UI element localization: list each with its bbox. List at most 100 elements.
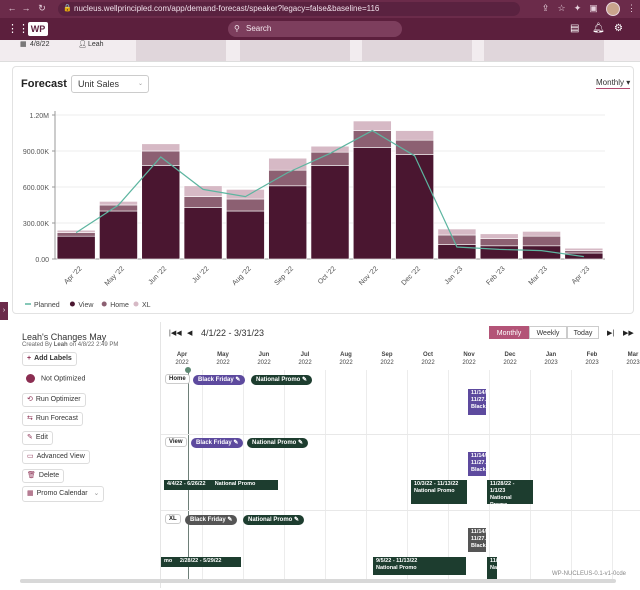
pencil-icon[interactable]: ✎ — [298, 440, 304, 446]
run-forecast-label: Run Forecast — [35, 415, 78, 422]
status-label: Not Optimized — [41, 375, 86, 383]
promo-pill-national-promo[interactable]: National Promo ✎ — [243, 515, 305, 525]
pill-label: National Promo — [248, 517, 293, 523]
row-divider — [161, 434, 640, 435]
tab-weekly[interactable]: Weekly — [529, 326, 567, 339]
tab-monthly[interactable]: Monthly — [489, 326, 529, 339]
promo-pill-black-friday[interactable]: Black Friday ✎ — [191, 438, 244, 448]
search-input[interactable]: ⚲ Search — [228, 21, 402, 37]
bar-view — [141, 165, 181, 260]
url-bar[interactable]: 🔒 nucleus.wellprincipled.com/app/demand-… — [58, 2, 520, 16]
month-gridline — [612, 370, 613, 580]
y-tick-label: 0.00 — [35, 257, 49, 264]
bar-name: National Promo — [414, 488, 455, 494]
x-tick-label: Aug '22 — [231, 265, 253, 287]
bar-view — [395, 154, 434, 260]
profile-avatar[interactable] — [606, 2, 620, 16]
run-forecast-icon: ⇆ — [27, 415, 33, 422]
settings-gear-icon[interactable]: ⚙ — [614, 23, 623, 34]
pencil-icon[interactable]: ✎ — [235, 377, 241, 383]
legend-label: Planned — [34, 302, 60, 309]
x-tick-label: Nov '22 — [358, 265, 380, 287]
sidebar-icon[interactable]: ▣ — [589, 3, 598, 13]
back-arrow-icon[interactable]: ← — [7, 3, 17, 13]
chevron-down-icon: ⌄ — [137, 81, 143, 87]
edit-button[interactable]: ✎ Edit — [22, 431, 53, 445]
browser-menu-icon[interactable]: ⋮ — [627, 3, 636, 13]
apps-grid-icon[interactable]: ⋮⋮ — [7, 23, 29, 35]
granularity-dropdown[interactable]: Monthly ▾ — [596, 78, 631, 89]
run-forecast-button[interactable]: ⇆ Run Forecast — [22, 412, 83, 426]
horizontal-scrollbar[interactable] — [20, 579, 616, 583]
reload-icon[interactable]: ↻ — [38, 3, 46, 13]
month-label: Jun 2022 — [249, 351, 279, 367]
metric-select[interactable]: Unit Sales ⌄ — [71, 75, 149, 93]
promo-pill-national-promo[interactable]: National Promo ✎ — [251, 375, 313, 385]
share-icon[interactable]: ⇪ — [541, 3, 550, 13]
legend-label: View — [78, 302, 94, 309]
bar-name: National Promo — [490, 495, 512, 504]
promo-bar-black-friday[interactable]: 11/14/... 11/27... Black... — [468, 452, 486, 476]
month-gridline — [366, 370, 367, 580]
legend-label: Home — [110, 302, 129, 309]
jump-start-icon[interactable]: |◀◀ — [169, 330, 182, 337]
strip-date: 4/8/22 — [30, 41, 50, 48]
row-label-view: View — [165, 437, 187, 447]
notification-bell-icon[interactable]: 🔔︎ — [592, 23, 605, 34]
bar-xl — [395, 130, 434, 141]
promo-bar-national-promo[interactable]: 4/4/22 - 6/26/22 National Promo — [164, 480, 278, 490]
chevron-down-icon: ⌄ — [93, 490, 100, 497]
granularity-value: Monthly — [596, 78, 625, 87]
x-tick-label: Apr '23 — [571, 265, 592, 286]
month-name: Mar — [627, 352, 639, 358]
promo-bar-black-friday[interactable]: 11/14/... 11/27... Black... — [468, 528, 486, 552]
today-marker — [185, 367, 191, 373]
pencil-icon[interactable]: ✎ — [233, 440, 239, 446]
next-icon[interactable]: ▶| — [607, 330, 615, 337]
prev-icon[interactable]: ◀ — [187, 330, 193, 337]
promo-bar-national-promo[interactable]: mo 2/28/22 - 5/29/22 — [161, 557, 241, 567]
tab-today[interactable]: Today — [567, 326, 599, 339]
promo-pill-black-friday[interactable]: Black Friday ✎ — [185, 515, 238, 525]
x-tick-label: Oct '22 — [317, 265, 338, 286]
jump-end-icon[interactable]: ▶▶ — [623, 330, 634, 337]
pencil-icon[interactable]: ✎ — [302, 377, 308, 383]
run-optimizer-button[interactable]: ⟲ Run Optimizer — [22, 393, 86, 407]
add-labels-button[interactable]: + Add Labels — [22, 352, 77, 366]
plan-controls: Leah's Changes May Created By Leah on 4/… — [12, 322, 160, 588]
advanced-view-button[interactable]: ▭ Advanced View — [22, 450, 90, 464]
promo-calendar-button[interactable]: ▦ Promo Calendar ⌄ — [22, 486, 105, 502]
bookmark-star-icon[interactable]: ☆ — [557, 3, 566, 13]
pill-label: Black Friday — [196, 440, 232, 446]
metric-value: Unit Sales — [78, 79, 120, 89]
month-label: Mar 2023 — [618, 351, 640, 367]
logo[interactable]: WP — [28, 22, 48, 36]
promo-bar-national-promo[interactable]: 10/3/22 - 11/13/22 National Promo — [411, 480, 467, 504]
extensions-icon[interactable]: ✦ — [573, 3, 582, 13]
month-name: Oct — [422, 352, 433, 358]
side-panel-toggle[interactable]: › — [0, 302, 8, 320]
promo-pill-black-friday[interactable]: Black Friday ✎ — [193, 375, 246, 385]
advanced-view-label: Advanced View — [36, 453, 85, 460]
promo-bar-black-friday[interactable]: 11/14/... 11/27... Black... — [468, 389, 486, 415]
promo-bar-national-promo[interactable]: 9/5/22 - 11/13/22 National Promo — [373, 557, 466, 575]
delete-button[interactable]: 🗑︎ Delete — [22, 469, 65, 483]
forecast-title: Forecast — [21, 78, 67, 90]
x-tick-label: Jan '23 — [444, 265, 465, 286]
promo-bar-national-promo[interactable]: 11/...Na... — [487, 557, 497, 581]
pencil-icon[interactable]: ✎ — [294, 517, 300, 523]
chat-icon[interactable]: ▤ — [570, 23, 580, 34]
month-label: Apr 2022 — [167, 351, 197, 367]
forward-arrow-icon[interactable]: → — [21, 3, 31, 13]
x-tick-label: Apr '22 — [63, 265, 84, 286]
line-planned — [75, 129, 584, 258]
promo-pill-national-promo[interactable]: National Promo ✎ — [247, 438, 309, 448]
pencil-icon[interactable]: ✎ — [227, 517, 233, 523]
created-prefix: Created By — [22, 342, 53, 348]
forecast-card: Forecast Unit Sales ⌄ Monthly ▾ 0.00 300.… — [12, 66, 634, 314]
month-name: Feb — [586, 352, 598, 358]
month-name: Nov — [463, 352, 475, 358]
month-name: Jan — [545, 352, 557, 358]
bar-xl — [141, 143, 181, 152]
